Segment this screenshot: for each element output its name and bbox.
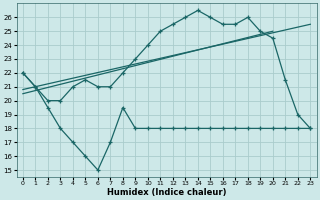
X-axis label: Humidex (Indice chaleur): Humidex (Indice chaleur): [107, 188, 226, 197]
